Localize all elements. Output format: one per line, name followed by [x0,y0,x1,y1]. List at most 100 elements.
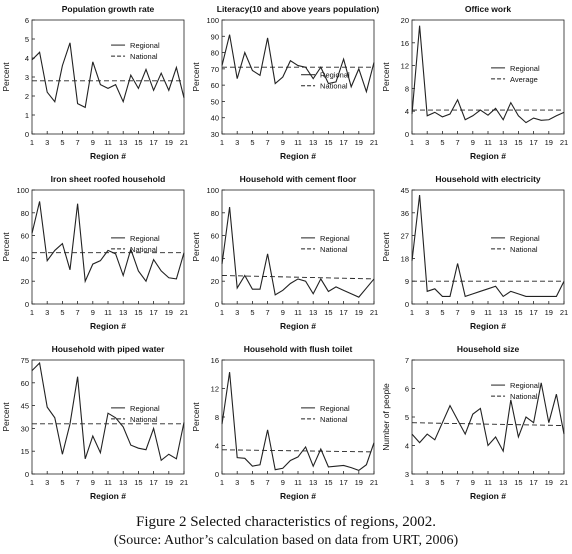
y-tick-label: 80 [21,209,29,218]
y-tick-label: 80 [211,209,219,218]
y-axis-label: Percent [191,232,201,262]
chart-title: Office work [465,4,512,14]
x-tick-label: 7 [76,478,80,487]
x-tick-label: 3 [235,478,239,487]
x-tick-label: 19 [165,478,173,487]
chart-title: Household with cement floor [240,174,357,184]
y-tick-label: 100 [16,186,29,195]
x-tick-label: 13 [499,138,507,147]
x-tick-label: 3 [235,308,239,317]
legend-label: National [130,245,158,254]
y-tick-label: 16 [211,356,219,365]
y-tick-label: 20 [21,277,29,286]
chart-grid: Population growth rate 0 1 2 3 4 5 6 1 3 5 7 9 11 13 15… [0,0,570,510]
x-tick-label: 1 [220,138,224,147]
chart-panel: Household with flush toilet 0 4 8 12 16 1 3 5 7 9 1… [190,340,380,510]
legend-label: Regional [320,234,350,243]
legend-label: National [130,52,158,61]
x-tick-label: 9 [281,308,285,317]
x-tick-label: 1 [410,138,414,147]
x-axis-label: Region # [470,151,506,161]
y-tick-label: 20 [211,277,219,286]
plot-frame [221,189,375,305]
x-tick-label: 11 [484,308,492,317]
legend-label: National [510,392,538,401]
x-tick-label: 13 [119,478,127,487]
y-axis-label: Percent [1,232,11,262]
chart-title: Literacy(10 and above years population) [217,4,380,14]
x-tick-label: 15 [514,478,522,487]
x-tick-label: 5 [440,308,444,317]
chart-panel: Literacy(10 and above years population) 3… [190,0,380,170]
chart-panel: Household size 3 4 5 6 7 1 3 5 7 9 11 13 15 17 19 21 Regi… [380,340,570,510]
y-tick-label: 0 [215,470,219,479]
chart-panel: Iron sheet roofed household 0 20 40 60 80 100 1… [0,170,190,340]
regional-series-line [31,361,185,462]
x-tick-label: 15 [514,138,522,147]
x-tick-label: 13 [309,478,317,487]
x-tick-label: 15 [514,308,522,317]
x-tick-label: 3 [45,308,49,317]
y-tick-label: 12 [211,385,219,394]
x-tick-label: 9 [281,138,285,147]
x-tick-label: 15 [134,308,142,317]
x-tick-label: 5 [440,138,444,147]
y-tick-label: 1 [25,111,29,120]
x-tick-label: 21 [560,478,568,487]
x-tick-label: 3 [425,478,429,487]
y-tick-label: 18 [401,254,409,263]
y-tick-label: 0 [215,300,219,309]
y-tick-label: 12 [401,62,409,71]
x-tick-label: 9 [281,478,285,487]
x-tick-label: 11 [104,138,112,147]
x-tick-label: 1 [30,138,34,147]
y-tick-label: 4 [405,442,409,451]
x-tick-label: 5 [60,478,64,487]
x-tick-label: 7 [456,308,460,317]
x-tick-label: 1 [410,308,414,317]
chart-title: Iron sheet roofed household [51,174,166,184]
figure-caption: Figure 2 Selected characteristics of reg… [136,514,436,530]
chart-panel: Household with cement floor 0 20 40 60 80 100 1… [190,170,380,340]
y-tick-label: 0 [25,470,29,479]
x-tick-label: 21 [560,308,568,317]
regional-series-line [411,382,565,453]
x-tick-label: 5 [60,138,64,147]
chart-title: Household with electricity [435,174,541,184]
x-tick-label: 21 [180,138,188,147]
legend-label: Regional [320,404,350,413]
y-axis-label: Percent [381,232,391,262]
reference-series-line [411,422,565,426]
y-tick-label: 16 [401,39,409,48]
chart-title: Household with piped water [52,344,166,354]
x-tick-label: 11 [484,478,492,487]
y-tick-label: 0 [25,130,29,139]
legend-label: Regional [130,404,160,413]
x-tick-label: 15 [134,138,142,147]
x-tick-label: 7 [266,478,270,487]
y-tick-label: 7 [405,356,409,365]
chart-title: Household size [457,344,520,354]
y-tick-label: 40 [21,254,29,263]
y-tick-label: 75 [21,356,29,365]
y-axis-label: Percent [1,62,11,92]
x-tick-label: 13 [119,138,127,147]
x-tick-label: 1 [220,478,224,487]
x-tick-label: 9 [91,308,95,317]
y-tick-label: 60 [211,81,219,90]
x-axis-label: Region # [280,151,316,161]
regional-series-line [411,25,565,124]
x-tick-label: 9 [91,138,95,147]
x-tick-label: 13 [119,308,127,317]
y-tick-label: 30 [211,130,219,139]
chart-panel: Office work 0 4 8 12 16 20 1 3 5 7 9 11 13 15 17 19 21 Reg… [380,0,570,170]
plot-frame [221,19,375,135]
y-tick-label: 45 [401,186,409,195]
plot-frame [31,189,185,305]
x-tick-label: 15 [324,138,332,147]
x-tick-label: 7 [266,308,270,317]
